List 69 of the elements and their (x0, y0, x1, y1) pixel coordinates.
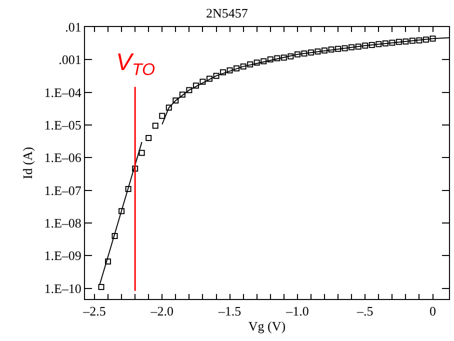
point (200, 78, 206, 85)
y-tick-label: 1.E–07 (44, 182, 82, 198)
point (348, 44, 355, 50)
point (396, 38, 402, 45)
y-tick-label: .001 (58, 52, 82, 68)
point (389, 40, 396, 46)
point (146, 134, 152, 141)
point (280, 54, 287, 61)
point (328, 46, 334, 53)
y-tick-label: 1.E–04 (44, 84, 82, 100)
point (138, 150, 145, 156)
point (159, 112, 166, 119)
y-tick-label: .01 (65, 20, 82, 35)
point (416, 37, 422, 44)
point (260, 58, 267, 64)
x-tick-label: –2.5 (82, 304, 106, 319)
point (355, 44, 362, 50)
point (362, 42, 368, 49)
point (368, 42, 375, 48)
point (314, 48, 321, 54)
point (206, 76, 212, 82)
point (105, 258, 111, 265)
ref-line-label: V$_{TO}$ (116, 49, 156, 80)
point (423, 36, 429, 43)
point (132, 166, 138, 172)
point (430, 36, 436, 42)
point (409, 38, 416, 44)
y-tick-label: 1.E–06 (44, 150, 82, 166)
x-tick-label: –2.0 (150, 304, 174, 319)
point (112, 232, 118, 239)
point (234, 65, 240, 72)
point (186, 87, 192, 94)
x-axis-title: Vg (V) (248, 318, 286, 334)
point (172, 98, 179, 104)
x-tick-label: –1.0 (285, 304, 309, 319)
y-axis-title: Id (A) (20, 146, 36, 180)
point (322, 48, 328, 54)
x-tick-label: –.5 (356, 304, 374, 319)
point (98, 284, 104, 290)
y-tick-label: 1.E–08 (44, 216, 82, 231)
point (274, 55, 280, 62)
chart-title: 2N5457 (206, 6, 248, 21)
point (342, 45, 348, 52)
point (192, 82, 199, 89)
point (213, 72, 220, 79)
point (301, 50, 308, 56)
x-tick-label: –1.5 (217, 304, 242, 319)
point (308, 49, 314, 56)
point (267, 56, 274, 62)
point (125, 186, 132, 192)
y-tick-label: 1.E–09 (44, 248, 82, 264)
point (240, 63, 246, 70)
point (288, 53, 294, 60)
y-tick-label: 1.E–10 (44, 280, 82, 296)
x-tick-label: 0 (430, 304, 436, 319)
point (335, 46, 342, 52)
point (152, 122, 158, 129)
y-tick-label: 1.E–05 (44, 118, 82, 133)
point (402, 38, 409, 44)
point (226, 67, 233, 74)
point (118, 208, 125, 214)
point (179, 92, 186, 98)
point (376, 41, 382, 48)
point (294, 51, 300, 58)
point (166, 104, 172, 111)
point (247, 61, 254, 68)
point (254, 60, 260, 66)
point (382, 40, 388, 46)
point (220, 69, 226, 76)
